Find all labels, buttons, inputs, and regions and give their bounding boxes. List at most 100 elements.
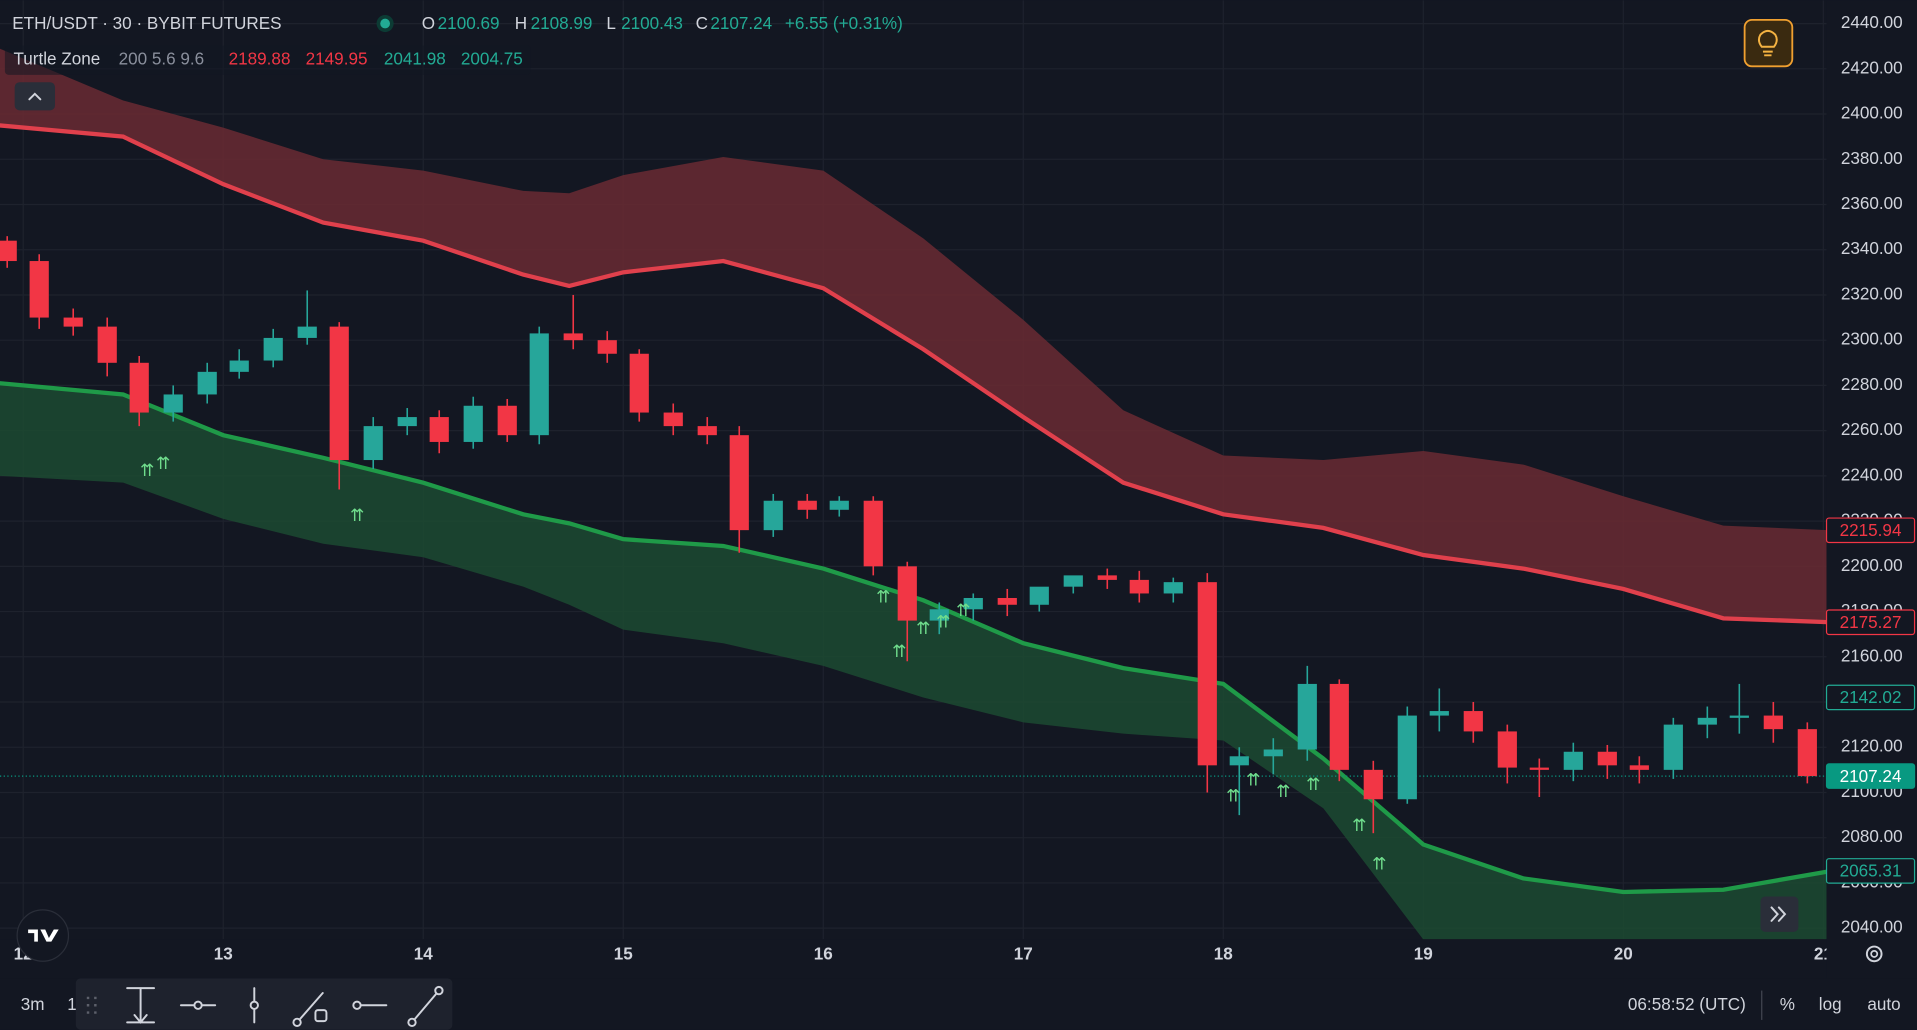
x-tick-label: 21 [1814,945,1834,964]
settings-icon [1865,945,1883,963]
candle-body [1529,767,1549,770]
overlay: ETH/USDT · 30 · BYBIT FUTURES O 2100.69 … [4,14,1799,962]
tool-horizontal-ray[interactable] [179,1000,217,1010]
x-tick-label: 14 [414,945,434,964]
tool-trend-angle[interactable] [292,992,328,1028]
clock: 06:58:52 (UTC) [1628,995,1746,1014]
range-button[interactable]: 1 [67,995,77,1014]
bottom-bar: 3m 1 06:58:52 (UTC) % log auto [0,978,1917,1030]
price-tag-label: 2065.31 [1840,862,1902,881]
candle-body [263,337,283,361]
candle-body [697,426,717,436]
idea-button[interactable] [1743,18,1794,68]
buy-signal: ⇈ [956,601,970,620]
ohlc-key: O [422,14,435,33]
buy-signal: ⇈ [350,506,364,525]
candle-body [1563,751,1583,770]
candle-body [629,353,649,413]
tool-horizontal-line[interactable] [352,1000,388,1010]
scroll-right-button[interactable] [1760,896,1799,932]
y-tick-label: 2400.00 [1841,104,1903,123]
buy-signal: ⇈ [1226,787,1240,806]
buy-signal: ⇈ [936,612,950,631]
price-tag-label: 2142.02 [1840,688,1902,707]
y-tick-label: 2340.00 [1841,239,1903,258]
price-tag-label: 2175.27 [1840,613,1902,632]
candle-body [1629,765,1649,770]
x-tick-label: 16 [814,945,833,964]
buy-signal: ⇈ [1276,782,1290,801]
candle-body [1797,729,1817,777]
ohlc-value: 2100.69 [438,14,500,33]
candle-body [1263,749,1283,757]
candle-body [963,597,983,610]
candle-body [897,566,917,621]
range-button[interactable]: 3m [21,995,45,1014]
x-tick-label: 15 [614,945,634,964]
candle-body [829,500,849,510]
auto-toggle[interactable]: auto [1867,995,1900,1014]
y-tick-label: 2080.00 [1841,827,1903,846]
ohlc-key: C [696,14,708,33]
candle-body [129,362,149,413]
candle-body [1597,751,1617,766]
price-tag-label: 2107.24 [1840,767,1902,786]
candle-body [1097,575,1117,580]
buy-signal: ⇈ [1246,771,1260,790]
collapse-button[interactable] [14,82,56,111]
buy-signal: ⇈ [892,642,906,661]
plot-area: ⇈ ⇈⇈⇈⇈⇈ ⇈⇈⇈⇈⇈ ⇈⇈⇈ [0,0,1827,940]
candle-body [1363,769,1383,800]
candle-body [497,405,517,436]
y-tick-label: 2380.00 [1841,149,1903,168]
candle-body [1229,756,1249,766]
candle-body [997,597,1017,605]
candle-body [63,317,83,327]
tv-logo [16,909,70,962]
buy-signal: ⇈ [140,461,154,480]
x-tick-label: 13 [214,945,233,964]
candle-body [0,240,17,262]
candle-body [363,426,383,461]
y-tick-label: 2260.00 [1841,420,1903,439]
ohlc-key: L [606,14,616,33]
tool-trend-line[interactable] [407,985,444,1028]
indicator-bg [4,45,531,75]
candle-body [229,360,249,372]
candle-body [1397,715,1417,800]
time-axis-bg [0,939,1827,979]
ohlc-change: +6.55 (+0.31%) [785,14,903,33]
price-tag-box [1825,858,1916,884]
price-tag-box [1825,684,1916,711]
y-tick-label: 2320.00 [1841,284,1903,303]
y-tick-label: 2360.00 [1841,194,1903,213]
y-tick-label: 2120.00 [1841,737,1903,756]
percent-toggle[interactable]: % [1780,995,1795,1014]
candle-body [529,333,549,436]
y-tick-label: 2420.00 [1841,58,1903,77]
candle-body [663,412,683,427]
log-toggle[interactable]: log [1819,995,1842,1014]
price-tag-box [1825,763,1916,789]
candle-body [29,261,49,318]
indicator-params: 200 5.6 9.6 [119,50,205,69]
candle-body [929,609,949,621]
indicator-name[interactable]: Turtle Zone [13,50,100,69]
buy-signal: ⇈ [876,588,890,607]
buy-signal: ⇈ [1352,816,1366,835]
x-tick-label: 20 [1614,945,1633,964]
y-tick-label: 2160.00 [1841,646,1903,665]
ohlc-value: 2108.99 [531,14,593,33]
candle-body [429,417,449,442]
candle-body [397,417,417,427]
candle-body [97,326,117,363]
tool-date-price-range[interactable] [126,987,156,1024]
price-tag-box [1825,517,1916,544]
candle-body [1063,575,1083,587]
tool-vertical-line[interactable] [249,987,259,1024]
symbol-title: ETH/USDT · 30 · BYBIT FUTURES [12,14,281,33]
indicator-value: 2041.98 [384,50,446,69]
settings-button[interactable] [1865,945,1883,963]
